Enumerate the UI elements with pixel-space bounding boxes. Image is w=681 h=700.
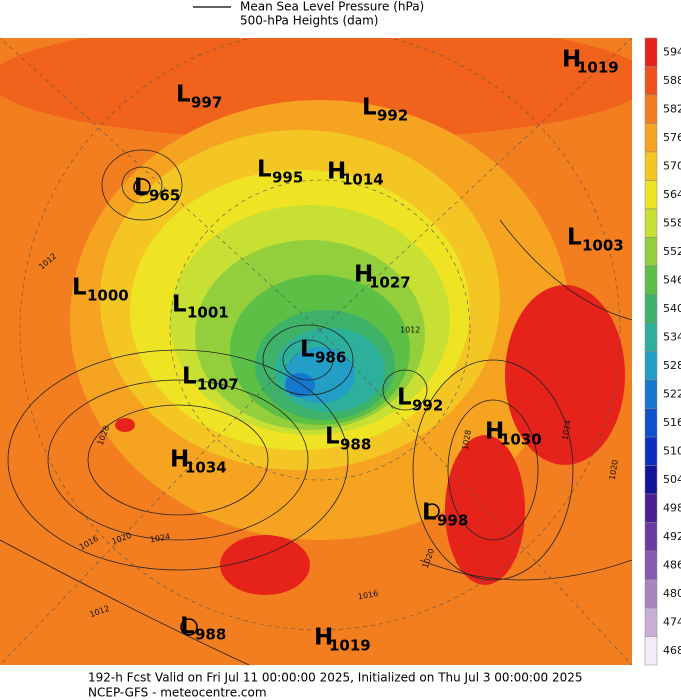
legend-text: Mean Sea Level Pressure (hPa) <box>240 0 424 14</box>
colorbar-label: 552 <box>663 245 681 258</box>
colorbar-label: 588 <box>663 74 681 87</box>
colorbar-cell <box>644 550 658 580</box>
center-pressure: 1014 <box>342 171 384 189</box>
colorbar-label: 474 <box>663 615 681 628</box>
colorbar-cell <box>644 465 658 495</box>
contour-label: 1028 <box>461 429 473 451</box>
contour-label: 1020 <box>608 459 620 481</box>
colorbar-cell <box>644 294 658 324</box>
contour-label: 1024 <box>561 419 573 441</box>
center-pressure: 1007 <box>197 376 239 394</box>
center-letter: L <box>176 82 191 108</box>
center-letter: L <box>325 424 340 450</box>
colorbar-cell <box>644 408 658 438</box>
colorbar-cell <box>644 322 658 352</box>
center-pressure: 1030 <box>500 431 542 449</box>
colorbar-label: 582 <box>663 102 681 115</box>
colorbar-cell <box>644 436 658 466</box>
center-pressure: 1019 <box>577 59 619 77</box>
colorbar-cell <box>644 237 658 267</box>
center-pressure: 992 <box>412 397 443 415</box>
center-pressure: 995 <box>272 169 303 187</box>
colorbar-label: 534 <box>663 330 681 343</box>
colorbar: 594 588 582 576 570 564 558 552 546 540 534 528 522 5… <box>644 37 681 666</box>
footer-text: 192-h Fcst Valid on Fri Jul 11 00:00:00 … <box>88 671 583 685</box>
colorbar-cell <box>644 379 658 409</box>
colorbar-label: 570 <box>663 159 681 172</box>
center-letter: L <box>300 337 315 363</box>
legend-text: 500-hPa Heights (dam) <box>240 14 378 28</box>
center-letter: L <box>72 275 87 301</box>
center-letter: L <box>567 225 582 251</box>
contour-label: 1024 <box>149 532 171 544</box>
colorbar-cell <box>644 579 658 609</box>
center-pressure: 1003 <box>582 237 624 255</box>
center-pressure: 965 <box>149 187 180 205</box>
center-pressure: 1034 <box>185 459 227 477</box>
center-pressure: 986 <box>315 349 346 367</box>
colorbar-cell <box>644 66 658 96</box>
center-pressure: 1000 <box>87 287 129 305</box>
colorbar-label: 540 <box>663 302 681 315</box>
center-pressure: 998 <box>437 512 468 530</box>
center-letter: L <box>422 500 437 526</box>
colorbar-label: 558 <box>663 216 681 229</box>
colorbar-label: 576 <box>663 131 681 144</box>
map <box>0 38 632 665</box>
colorbar-cell <box>644 151 658 181</box>
center-letter: L <box>397 385 412 411</box>
center-letter: L <box>362 95 377 121</box>
center-pressure: 1001 <box>187 304 229 322</box>
center-pressure: 1019 <box>329 637 371 655</box>
colorbar-cell <box>644 522 658 552</box>
colorbar-cell <box>644 351 658 381</box>
center-pressure: 988 <box>195 626 226 644</box>
colorbar-cell <box>644 265 658 295</box>
footer-text: NCEP-GFS - meteocentre.com <box>88 686 267 700</box>
colorbar-cell <box>644 493 658 523</box>
colorbar-label: 492 <box>663 530 681 543</box>
colorbar-cell <box>644 37 658 67</box>
center-letter: L <box>134 175 149 201</box>
colorbar-label: 564 <box>663 188 681 201</box>
colorbar-label: 498 <box>663 501 681 514</box>
center-pressure: 988 <box>340 436 371 454</box>
center-letter: L <box>180 614 195 640</box>
colorbar-label: 522 <box>663 387 681 400</box>
colorbar-cell <box>644 636 658 666</box>
colorbar-label: 528 <box>663 359 681 372</box>
colorbar-cell <box>644 94 658 124</box>
center-letter: H <box>327 159 346 185</box>
center-letter: H <box>314 625 333 651</box>
contour-label: 1012 <box>400 326 420 335</box>
contour-label: 1016 <box>357 589 379 601</box>
colorbar-cell <box>644 180 658 210</box>
center-letter: L <box>182 364 197 390</box>
colorbar-cell <box>644 208 658 238</box>
center-letter: H <box>562 47 581 73</box>
colorbar-cell <box>644 607 658 637</box>
center-letter: H <box>485 419 504 445</box>
center-pressure: 992 <box>377 107 408 125</box>
colorbar-label: 480 <box>663 587 681 600</box>
center-pressure: 997 <box>191 94 222 112</box>
colorbar-label: 516 <box>663 416 681 429</box>
colorbar-label: 594 <box>663 45 681 58</box>
colorbar-label: 486 <box>663 558 681 571</box>
colorbar-cell <box>644 123 658 153</box>
colorbar-label: 510 <box>663 444 681 457</box>
center-letter: H <box>354 262 373 288</box>
center-letter: H <box>170 447 189 473</box>
center-letter: L <box>172 292 187 318</box>
center-pressure: 1027 <box>369 274 411 292</box>
center-letter: L <box>257 157 272 183</box>
colorbar-label: 468 <box>663 644 681 657</box>
colorbar-label: 546 <box>663 273 681 286</box>
colorbar-label: 504 <box>663 473 681 486</box>
